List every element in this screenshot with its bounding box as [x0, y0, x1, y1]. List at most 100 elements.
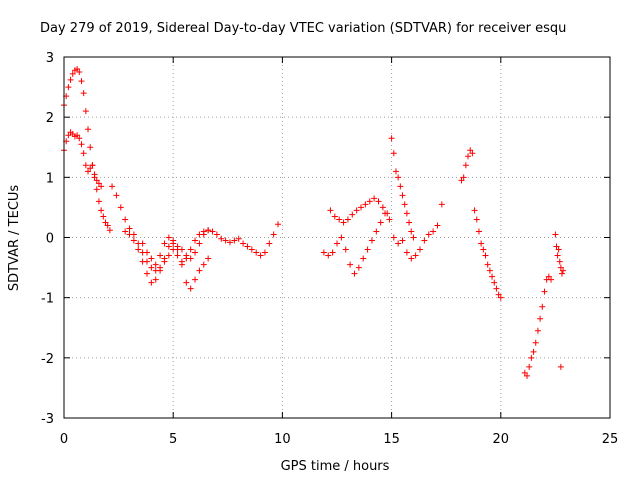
data-point [152, 261, 159, 268]
data-point [200, 228, 207, 235]
data-point [200, 261, 207, 268]
data-point [244, 243, 251, 250]
data-point [545, 273, 552, 280]
data-point [399, 192, 406, 199]
data-point [410, 234, 417, 241]
data-point [351, 270, 358, 277]
data-point [165, 234, 172, 241]
series-track-e [139, 227, 212, 268]
data-point [91, 171, 98, 178]
data-point [556, 258, 563, 265]
data-point [364, 246, 371, 253]
data-point [390, 234, 397, 241]
data-point [161, 255, 168, 262]
data-point [95, 198, 102, 205]
data-point [78, 141, 85, 148]
data-point [360, 255, 367, 262]
y-tick-label: 2 [46, 111, 54, 126]
data-point [552, 231, 559, 238]
data-point [416, 246, 423, 253]
data-point [460, 174, 467, 181]
data-point [497, 294, 504, 301]
data-point [397, 183, 404, 190]
data-point [408, 255, 415, 262]
data-point [524, 372, 531, 379]
series-track-a [61, 66, 113, 234]
data-point [187, 246, 194, 253]
data-point [117, 204, 124, 211]
data-point [438, 201, 445, 208]
y-tick-label: -2 [41, 352, 54, 367]
data-point [85, 168, 92, 175]
data-point [484, 261, 491, 268]
data-point [489, 273, 496, 280]
data-point [143, 270, 150, 277]
data-point [139, 240, 146, 247]
data-point [537, 315, 544, 322]
data-point [240, 240, 247, 247]
data-point [248, 246, 255, 253]
data-point [76, 69, 83, 76]
data-point [554, 252, 561, 259]
data-point [98, 207, 105, 214]
data-point [342, 246, 349, 253]
data-point [371, 195, 378, 202]
data-point [157, 252, 164, 259]
x-tick-label: 0 [60, 432, 68, 447]
data-point [275, 221, 282, 228]
data-point [329, 249, 336, 256]
data-point [458, 177, 465, 184]
data-point [327, 207, 334, 214]
y-tick-label: -3 [41, 412, 54, 427]
data-point [209, 228, 216, 235]
data-point [430, 228, 437, 235]
y-tick-label: 0 [46, 232, 54, 247]
data-point [148, 264, 155, 271]
data-point [495, 291, 502, 298]
data-point [347, 261, 354, 268]
data-point [213, 231, 220, 238]
data-point [222, 237, 229, 244]
data-point [93, 186, 100, 193]
data-point [257, 252, 264, 259]
data-point [100, 213, 107, 220]
data-point [80, 90, 87, 97]
data-point [178, 258, 185, 265]
y-tick-label: 1 [46, 171, 54, 186]
series-track-i [471, 207, 504, 301]
data-point [113, 192, 120, 199]
data-point [534, 327, 541, 334]
data-point [362, 201, 369, 208]
series-track-g [327, 135, 417, 241]
data-point [74, 132, 81, 139]
data-point [226, 239, 233, 246]
data-point [560, 267, 567, 274]
data-point [192, 237, 199, 244]
data-point [403, 249, 410, 256]
data-point [261, 249, 268, 256]
data-point [266, 240, 273, 247]
data-point [358, 204, 365, 211]
data-point [377, 219, 384, 226]
chart-title: Day 279 of 2019, Sidereal Day-to-day VTE… [40, 21, 566, 36]
data-point [126, 231, 133, 238]
data-point [375, 198, 382, 205]
data-point [165, 252, 172, 259]
data-point [122, 216, 129, 223]
data-point [74, 66, 81, 73]
data-point [486, 267, 493, 274]
data-point [379, 204, 386, 211]
data-point [478, 240, 485, 247]
data-point [95, 180, 102, 187]
data-point [82, 162, 89, 169]
data-point [87, 165, 94, 172]
data-point [334, 240, 340, 247]
data-point [183, 279, 190, 286]
data-point [408, 228, 415, 235]
data-point [353, 207, 360, 214]
data-point [421, 237, 428, 244]
data-point [425, 231, 432, 238]
data-point [231, 237, 238, 244]
data-point [67, 76, 74, 83]
data-point [539, 303, 546, 310]
